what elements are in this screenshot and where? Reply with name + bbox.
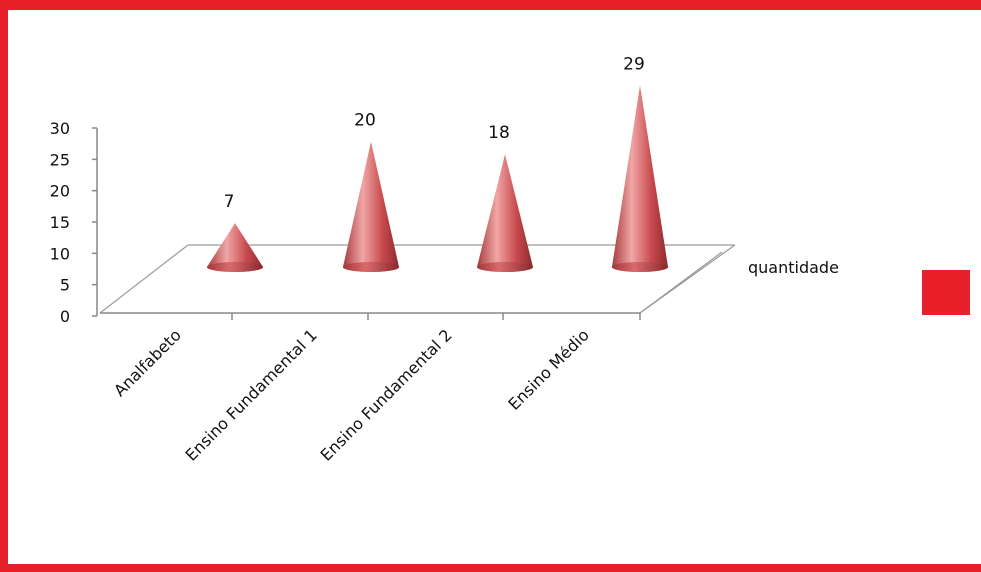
y-tick-label: 30 bbox=[50, 119, 70, 138]
x-axis-ticks bbox=[231, 313, 641, 320]
category-label: Ensino Fundamental 2 bbox=[317, 325, 456, 464]
cone-base bbox=[207, 262, 263, 272]
y-axis-ticks: 0 5 10 15 20 25 30 bbox=[50, 119, 97, 326]
data-label: 29 bbox=[623, 54, 645, 74]
cone-body bbox=[343, 141, 399, 272]
floor-right-edge-inner bbox=[639, 251, 723, 314]
legend-swatch bbox=[922, 270, 970, 315]
cone-body bbox=[477, 154, 533, 272]
legend-entry-label: quantidade bbox=[748, 258, 839, 277]
cone-series bbox=[207, 85, 668, 273]
cone-body bbox=[207, 223, 263, 272]
cone-bar bbox=[207, 223, 263, 272]
y-tick-label: 10 bbox=[50, 244, 70, 263]
data-label: 7 bbox=[224, 192, 235, 212]
cone-bar bbox=[612, 85, 668, 273]
category-label: Ensino Médio bbox=[504, 325, 592, 413]
legend: quantidade bbox=[748, 258, 970, 315]
y-tick-label: 20 bbox=[50, 182, 70, 201]
cone-base bbox=[612, 262, 668, 272]
data-label: 18 bbox=[488, 123, 510, 143]
cone-base bbox=[477, 262, 533, 272]
y-tick-label: 0 bbox=[60, 307, 70, 326]
data-label: 20 bbox=[354, 111, 376, 131]
y-tick-label: 15 bbox=[50, 213, 70, 232]
category-label: Ensino Fundamental 1 bbox=[182, 325, 321, 464]
cone-bar bbox=[477, 154, 533, 272]
cone-bar bbox=[343, 141, 399, 272]
data-labels: 7 20 18 29 bbox=[224, 54, 645, 212]
y-tick-label: 5 bbox=[60, 276, 70, 295]
y-tick-label: 25 bbox=[50, 150, 70, 169]
floor-left-edge bbox=[99, 244, 189, 314]
category-label: Analfabeto bbox=[110, 325, 185, 400]
cone-body bbox=[612, 85, 668, 273]
cone-base bbox=[343, 262, 399, 272]
